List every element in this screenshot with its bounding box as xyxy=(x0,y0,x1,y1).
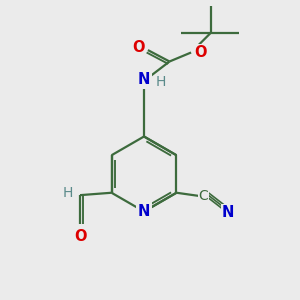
Text: O: O xyxy=(194,45,207,60)
Text: H: H xyxy=(155,76,166,89)
Text: O: O xyxy=(74,229,86,244)
Text: N: N xyxy=(138,204,150,219)
Text: O: O xyxy=(132,40,145,55)
Text: C: C xyxy=(199,189,208,203)
Text: H: H xyxy=(63,186,74,200)
Text: N: N xyxy=(221,205,234,220)
Text: N: N xyxy=(138,72,150,87)
